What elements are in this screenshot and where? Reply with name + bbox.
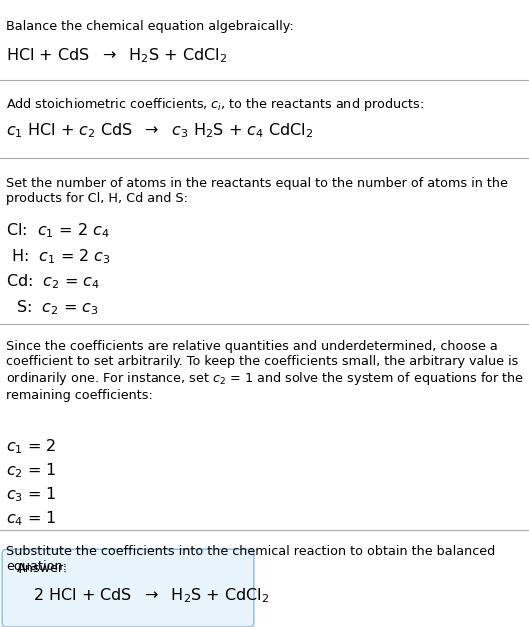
Text: Set the number of atoms in the reactants equal to the number of atoms in the
pro: Set the number of atoms in the reactants… (6, 177, 508, 205)
Text: Cl:  $c_1$ = 2 $c_4$: Cl: $c_1$ = 2 $c_4$ (6, 221, 110, 240)
Text: HCl + CdS  $\rightarrow$  H$_2$S + CdCl$_2$: HCl + CdS $\rightarrow$ H$_2$S + CdCl$_2… (6, 46, 227, 65)
Text: H:  $c_1$ = 2 $c_3$: H: $c_1$ = 2 $c_3$ (6, 247, 111, 266)
Text: Substitute the coefficients into the chemical reaction to obtain the balanced
eq: Substitute the coefficients into the che… (6, 545, 496, 574)
Text: Answer:: Answer: (17, 562, 68, 575)
Text: $c_1$ = 2: $c_1$ = 2 (6, 438, 57, 456)
Text: Since the coefficients are relative quantities and underdetermined, choose a
coe: Since the coefficients are relative quan… (6, 340, 525, 403)
Text: S:  $c_2$ = $c_3$: S: $c_2$ = $c_3$ (6, 298, 99, 317)
Text: Cd:  $c_2$ = $c_4$: Cd: $c_2$ = $c_4$ (6, 273, 101, 292)
Text: 2 HCl + CdS  $\rightarrow$  H$_2$S + CdCl$_2$: 2 HCl + CdS $\rightarrow$ H$_2$S + CdCl$… (33, 586, 269, 605)
Text: $c_3$ = 1: $c_3$ = 1 (6, 485, 57, 504)
Text: $c_4$ = 1: $c_4$ = 1 (6, 509, 57, 528)
Text: Balance the chemical equation algebraically:: Balance the chemical equation algebraica… (6, 20, 294, 33)
Text: Add stoichiometric coefficients, $c_i$, to the reactants and products:: Add stoichiometric coefficients, $c_i$, … (6, 96, 424, 113)
Text: $c_2$ = 1: $c_2$ = 1 (6, 461, 57, 480)
Text: $c_1$ HCl + $c_2$ CdS  $\rightarrow$  $c_3$ H$_2$S + $c_4$ CdCl$_2$: $c_1$ HCl + $c_2$ CdS $\rightarrow$ $c_3… (6, 122, 314, 140)
FancyBboxPatch shape (2, 549, 254, 627)
